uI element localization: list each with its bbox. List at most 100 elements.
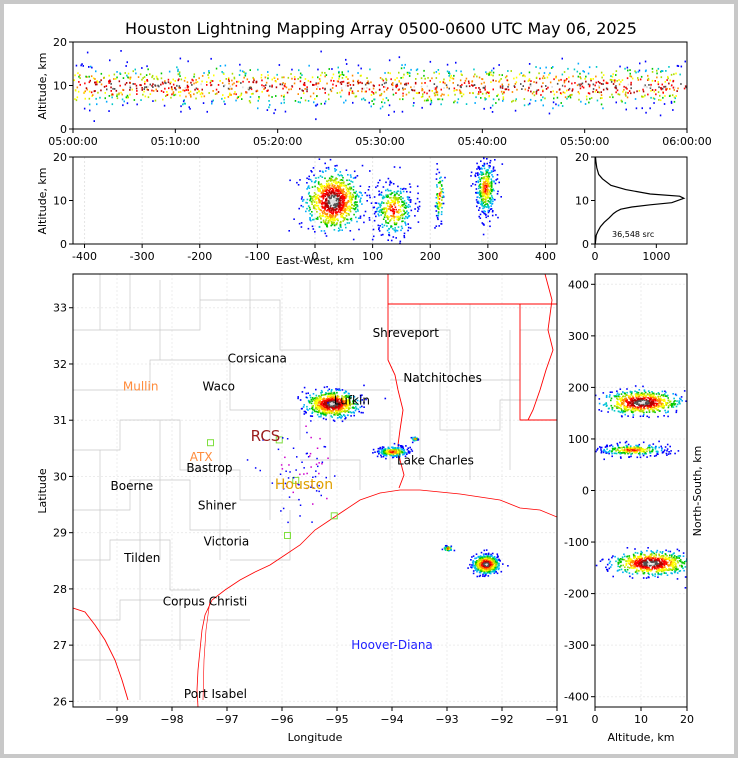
- time-source: [676, 64, 679, 67]
- time-source: [582, 70, 584, 72]
- map-source: [413, 439, 416, 442]
- eastwest-axis-label: -400: [72, 250, 97, 263]
- eastwest-source: [487, 215, 489, 217]
- time-source: [193, 82, 195, 85]
- time-source: [479, 91, 482, 93]
- eastwest-source: [352, 207, 355, 210]
- eastwest-source: [349, 209, 351, 211]
- time-source: [141, 78, 143, 81]
- time-source: [581, 82, 584, 85]
- time-source: [366, 77, 368, 79]
- map-source: [322, 407, 325, 410]
- eastwest-source: [322, 191, 325, 193]
- eastwest-source: [307, 193, 310, 195]
- time-source: [398, 71, 400, 74]
- eastwest-source: [480, 167, 483, 169]
- map-source: [332, 419, 335, 422]
- eastwest-source: [440, 176, 442, 179]
- time-source: [610, 79, 613, 81]
- eastwest-source: [314, 185, 316, 188]
- eastwest-source: [402, 201, 405, 203]
- map-source: [383, 452, 385, 455]
- eastwest-source: [392, 236, 395, 238]
- map-source: [325, 401, 327, 404]
- map-source: [385, 457, 387, 460]
- eastwest-source: [321, 201, 324, 204]
- eastwest-source: [441, 202, 444, 205]
- eastwest-source: [487, 185, 489, 188]
- eastwest-source: [332, 199, 334, 202]
- eastwest-source: [486, 183, 488, 185]
- map-source: [361, 394, 363, 396]
- time-source: [357, 79, 360, 82]
- eastwest-source: [366, 194, 368, 197]
- time-source: [651, 67, 654, 70]
- time-source: [206, 110, 208, 113]
- time-source: [347, 70, 349, 73]
- time-source: [507, 85, 509, 88]
- eastwest-source: [335, 192, 337, 195]
- time-source: [483, 81, 485, 84]
- time-source: [179, 57, 182, 60]
- time-source: [178, 73, 181, 75]
- eastwest-source: [346, 212, 348, 215]
- time-source: [659, 114, 662, 117]
- time-source: [448, 87, 450, 90]
- map-source: [476, 570, 478, 573]
- eastwest-source: [379, 179, 381, 182]
- eastwest-source: [346, 218, 348, 221]
- time-source: [291, 85, 294, 88]
- map-source: [359, 400, 362, 403]
- map-source: [318, 484, 320, 487]
- time-source: [561, 73, 564, 76]
- eastwest-source: [395, 237, 397, 239]
- map-source: [346, 407, 348, 409]
- eastwest-source: [323, 211, 326, 214]
- time-source: [165, 95, 167, 97]
- time-source: [151, 76, 153, 79]
- eastwest-source: [312, 196, 315, 198]
- time-source: [346, 82, 349, 85]
- time-source: [543, 77, 546, 79]
- eastwest-source: [332, 208, 334, 210]
- eastwest-source: [481, 186, 483, 188]
- map-source: [363, 384, 365, 387]
- eastwest-source: [393, 204, 396, 206]
- time-source: [531, 92, 534, 95]
- map-source: [494, 558, 497, 561]
- map-source: [331, 403, 334, 406]
- eastwest-source: [479, 213, 482, 216]
- map-source: [336, 401, 338, 403]
- eastwest-source: [416, 185, 419, 188]
- time-source: [283, 95, 285, 98]
- map-source: [380, 454, 382, 457]
- eastwest-source: [350, 187, 353, 190]
- eastwest-source: [319, 214, 322, 217]
- eastwest-source: [321, 176, 324, 178]
- time-source: [501, 74, 503, 76]
- time-source: [457, 98, 460, 101]
- time-source: [126, 74, 128, 77]
- time-source: [456, 101, 459, 104]
- map-source: [483, 569, 486, 571]
- eastwest-source: [349, 210, 352, 213]
- map-source: [311, 521, 313, 523]
- time-source: [566, 97, 568, 100]
- map-source: [486, 568, 488, 571]
- map-source: [344, 410, 346, 412]
- time-source: [536, 89, 538, 92]
- eastwest-source: [491, 174, 493, 176]
- eastwest-source: [409, 201, 412, 203]
- map-source: [491, 552, 494, 555]
- time-source: [579, 76, 581, 78]
- eastwest-source: [489, 165, 491, 167]
- eastwest-source: [384, 213, 387, 215]
- longitude-axis-label: −98: [160, 713, 183, 726]
- map-source: [388, 451, 390, 454]
- eastwest-source: [380, 193, 382, 196]
- eastwest-source: [442, 188, 444, 190]
- map-source: [495, 561, 498, 563]
- eastwest-source: [407, 206, 410, 208]
- time-source: [144, 80, 146, 83]
- eastwest-source: [397, 210, 399, 213]
